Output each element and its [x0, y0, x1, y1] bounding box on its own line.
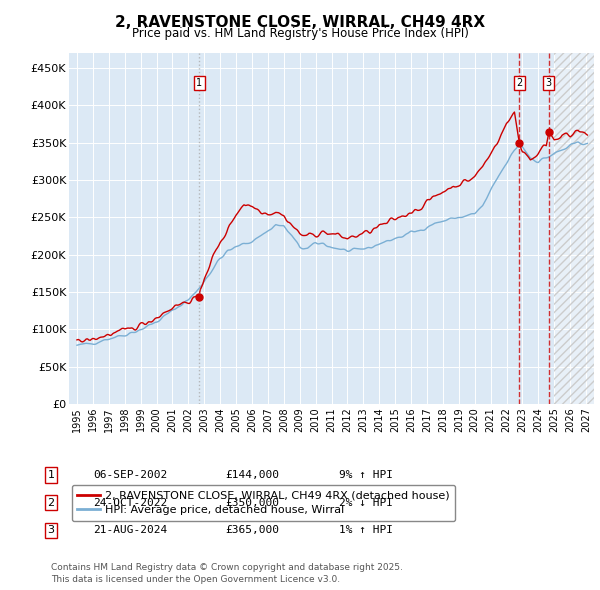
Text: 2: 2 — [47, 498, 55, 507]
Text: 24-OCT-2022: 24-OCT-2022 — [93, 498, 167, 507]
Text: 1: 1 — [196, 78, 202, 88]
Text: 1: 1 — [47, 470, 55, 480]
Text: £350,000: £350,000 — [225, 498, 279, 507]
Text: 3: 3 — [47, 526, 55, 535]
Text: 9% ↑ HPI: 9% ↑ HPI — [339, 470, 393, 480]
Text: 21-AUG-2024: 21-AUG-2024 — [93, 526, 167, 535]
Text: £365,000: £365,000 — [225, 526, 279, 535]
Text: 1% ↑ HPI: 1% ↑ HPI — [339, 526, 393, 535]
Text: 2, RAVENSTONE CLOSE, WIRRAL, CH49 4RX: 2, RAVENSTONE CLOSE, WIRRAL, CH49 4RX — [115, 15, 485, 30]
Text: 2: 2 — [516, 78, 523, 88]
Text: Contains HM Land Registry data © Crown copyright and database right 2025.
This d: Contains HM Land Registry data © Crown c… — [51, 563, 403, 584]
Text: 2% ↓ HPI: 2% ↓ HPI — [339, 498, 393, 507]
Bar — [554, 53, 594, 404]
Text: £144,000: £144,000 — [225, 470, 279, 480]
Text: 3: 3 — [545, 78, 551, 88]
Legend: 2, RAVENSTONE CLOSE, WIRRAL, CH49 4RX (detached house), HPI: Average price, deta: 2, RAVENSTONE CLOSE, WIRRAL, CH49 4RX (d… — [72, 485, 455, 521]
Bar — [554, 53, 594, 404]
Text: Price paid vs. HM Land Registry's House Price Index (HPI): Price paid vs. HM Land Registry's House … — [131, 27, 469, 40]
Text: 06-SEP-2002: 06-SEP-2002 — [93, 470, 167, 480]
